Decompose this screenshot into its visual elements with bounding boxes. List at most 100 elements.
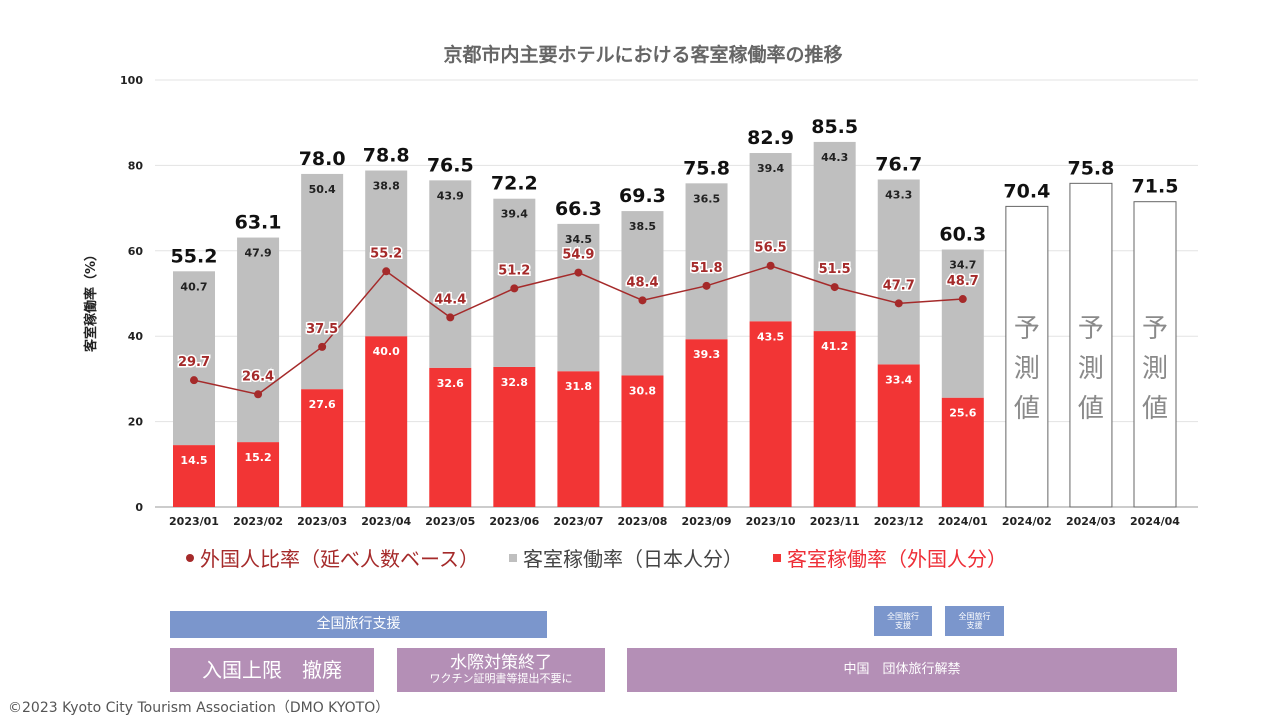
legend-item-foreign[interactable]: 客室稼働率（外国人分） xyxy=(773,543,1007,572)
ratio-value-label: 56.5 xyxy=(755,241,787,256)
total-value-label: 70.4 xyxy=(1003,180,1050,202)
foreign-value-label: 33.4 xyxy=(885,373,912,386)
total-value-label: 71.5 xyxy=(1132,176,1179,198)
x-tick-label: 2023/04 xyxy=(361,515,411,528)
foreign-value-label: 43.5 xyxy=(757,330,784,343)
event-border-measures-end: 水際対策終了 ワクチン証明書等提出不要に xyxy=(397,648,605,692)
legend-label: 外国人比率（延べ人数ベース） xyxy=(200,547,479,571)
x-tick-label: 2023/07 xyxy=(553,515,603,528)
ratio-value-label: 37.5 xyxy=(306,322,338,337)
ratio-value-label: 55.2 xyxy=(370,246,402,261)
footer-copyright: ©2023 Kyoto City Tourism Association（DMO… xyxy=(8,700,390,716)
japanese-value-label: 40.7 xyxy=(180,280,207,293)
japanese-value-label: 39.4 xyxy=(757,162,784,175)
total-value-label: 69.3 xyxy=(619,185,666,207)
ratio-point xyxy=(830,283,839,292)
ratio-line: 29.7 26.4 37.5 55.2 44.4 51.2 54.9 48.4 51.8 56.5… xyxy=(176,239,980,399)
y-tick-label: 40 xyxy=(128,330,144,343)
y-tick-label: 80 xyxy=(128,159,144,172)
legend-item-japanese[interactable]: 客室稼働率（日本人分） xyxy=(509,543,743,572)
bar-foreign xyxy=(941,397,984,507)
legend-square-icon xyxy=(509,553,517,562)
event-travel-support: 全国旅行支援 xyxy=(170,611,547,638)
foreign-value-label: 40.0 xyxy=(373,345,400,358)
ratio-point xyxy=(638,296,647,305)
event-label: 支援 xyxy=(895,621,911,630)
foreign-value-label: 14.5 xyxy=(180,454,207,467)
bar-foreign xyxy=(621,375,664,507)
y-tick-label: 60 xyxy=(128,245,144,258)
legend-square-icon xyxy=(773,553,781,562)
x-tick-label: 2024/02 xyxy=(1002,515,1052,528)
x-tick-label: 2023/05 xyxy=(425,515,475,528)
ratio-point xyxy=(510,284,519,293)
y-axis-ticks: 0 20 40 60 80 100 xyxy=(120,74,143,514)
event-label: 全国旅行 xyxy=(887,611,919,621)
event-label: 全国旅行支援 xyxy=(316,616,401,633)
event-travel-support-short-2: 全国旅行 支援 xyxy=(945,606,1004,636)
japanese-value-label: 47.9 xyxy=(244,247,271,260)
japanese-value-label: 43.9 xyxy=(437,189,464,202)
total-value-label: 66.3 xyxy=(555,198,602,220)
foreign-value-label: 32.8 xyxy=(501,376,528,389)
foreign-value-label: 41.2 xyxy=(821,340,848,353)
ratio-value-label: 51.8 xyxy=(690,261,722,276)
bar-foreign xyxy=(685,339,728,507)
bar-japanese xyxy=(557,223,600,372)
ratio-value-label: 29.7 xyxy=(178,355,210,370)
total-value-label: 78.0 xyxy=(299,148,346,170)
ratio-value-label: 48.7 xyxy=(947,274,979,289)
japanese-value-label: 36.5 xyxy=(693,192,720,205)
bar-foreign xyxy=(173,445,215,507)
ratio-point xyxy=(958,295,967,304)
forecast-label: 値 xyxy=(1142,394,1168,424)
y-axis-label: 客室稼働率（%） xyxy=(83,248,99,352)
foreign-value-label: 39.3 xyxy=(693,348,720,361)
japanese-value-label: 34.5 xyxy=(565,233,592,246)
total-value-label: 75.8 xyxy=(1067,157,1114,179)
bar-japanese xyxy=(493,198,536,367)
y-tick-label: 100 xyxy=(120,74,143,87)
bar-foreign xyxy=(237,442,280,507)
ratio-value-label: 44.4 xyxy=(434,292,466,307)
bar-foreign xyxy=(557,371,600,507)
x-axis-ticks: 2023/01 2023/02 2023/03 2023/04 2023/05 2023/… xyxy=(169,515,1180,528)
y-tick-label: 20 xyxy=(128,416,144,429)
bars xyxy=(173,141,1177,508)
forecast-label: 測 xyxy=(1078,354,1104,384)
foreign-value-label: 27.6 xyxy=(309,398,336,411)
bar-japanese xyxy=(301,173,344,390)
japanese-value-label: 44.3 xyxy=(821,151,848,164)
event-china-group-travel: 中国 団体旅行解禁 xyxy=(627,648,1177,692)
x-tick-label: 2023/09 xyxy=(682,515,732,528)
bar-foreign xyxy=(813,331,856,507)
total-value-label: 76.5 xyxy=(427,154,474,176)
ratio-value-label: 47.7 xyxy=(883,278,915,293)
bar-japanese xyxy=(365,170,408,337)
bar-foreign xyxy=(301,389,344,507)
ratio-value-label: 51.5 xyxy=(819,262,851,277)
event-label: 中国 団体旅行解禁 xyxy=(843,661,961,677)
x-tick-label: 2024/03 xyxy=(1066,515,1116,528)
ratio-value-label: 26.4 xyxy=(242,369,274,384)
bar-japanese xyxy=(173,271,215,446)
x-tick-label: 2024/04 xyxy=(1130,515,1180,528)
x-tick-label: 2023/02 xyxy=(233,515,283,528)
ratio-point xyxy=(190,376,198,385)
forecast-label: 予 xyxy=(1014,314,1040,344)
total-value-label: 55.2 xyxy=(171,245,218,267)
event-entry-cap-removed: 入国上限 撤廃 xyxy=(170,648,374,692)
ratio-value-label: 48.4 xyxy=(626,275,658,290)
ratio-point xyxy=(702,281,711,290)
total-value-label: 75.8 xyxy=(683,157,730,179)
bar-japanese xyxy=(749,153,792,322)
ratio-point xyxy=(318,342,327,351)
bar-foreign xyxy=(365,336,408,507)
legend-item-ratio[interactable]: 外国人比率（延べ人数ベース） xyxy=(186,543,479,572)
legend-label: 客室稼働率（日本人分） xyxy=(523,547,743,571)
ratio-point xyxy=(766,261,775,270)
japanese-value-label: 50.4 xyxy=(309,183,336,196)
forecast-label: 値 xyxy=(1078,394,1104,424)
bar-japanese xyxy=(941,249,984,398)
